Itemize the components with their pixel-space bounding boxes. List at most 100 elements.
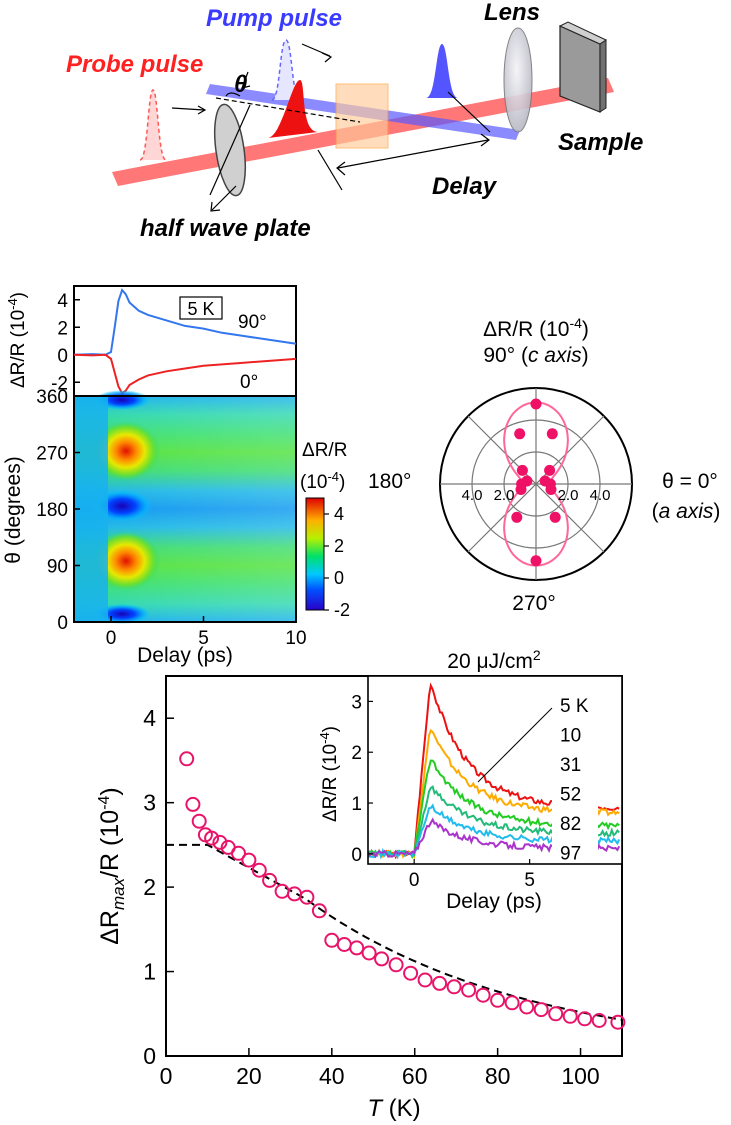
polar-r-tick-label: 4.0 (462, 487, 483, 504)
polar-label-right-1: θ = 0° (662, 470, 718, 493)
delay-crystal (335, 83, 389, 149)
setup-arrows (171, 43, 491, 212)
probe-pulse (268, 80, 318, 138)
polar-title: ΔR/R (10-4) (483, 315, 589, 341)
colorbar-label-2: (10-4) (300, 469, 345, 493)
inset-xlabel: Delay (ps) (446, 890, 542, 913)
probe-pulse-label: Probe pulse (66, 51, 203, 78)
temperature-point (251, 862, 267, 878)
temperature-point (324, 932, 340, 948)
polar-grid (439, 387, 633, 581)
polar-point (546, 428, 558, 440)
heatmap-ytick-label: 270 (36, 444, 68, 465)
temperature-point (610, 1014, 626, 1030)
temperature-ytick-label: 0 (143, 1043, 156, 1069)
pump-pulse-ghost (271, 39, 301, 101)
heatmap-xlabel: Delay (ps) (137, 644, 233, 667)
temperature-point (185, 796, 201, 812)
temperature-point (361, 945, 377, 961)
temperature-ytick-label: 2 (143, 874, 156, 900)
transients-panel: -2 0 2 4 5 K 90° 0° ΔR/R (10-4) (5, 285, 297, 397)
polar-label-bottom: 270° (512, 592, 555, 615)
heatmap-ytick-label: 360 (36, 387, 68, 408)
heatmap-xtick-label: 5 (198, 628, 209, 649)
polar-point (549, 511, 561, 523)
polar-point (516, 464, 528, 476)
inset-legend-entry: 82 (560, 814, 581, 835)
transients-ylabel: ΔR/R (10-4) (5, 292, 29, 388)
sample-side (599, 39, 607, 113)
heatmap-ytick-label: 90 (47, 557, 68, 578)
inset-ytick-label: 1 (351, 794, 362, 815)
inset-ytick-label: 2 (351, 743, 362, 764)
temperature-point (191, 813, 207, 829)
inset-xtick-label: 0 (409, 870, 420, 891)
inset-axes: 0 5 0 1 2 3 (351, 692, 535, 891)
colorbar-tick-label: 2 (334, 536, 344, 556)
temperature-point (461, 982, 477, 998)
temperature-point (311, 903, 327, 919)
inset-legend: 5 K 10 31 52 82 97 (560, 696, 589, 865)
temperature-points (179, 751, 626, 1030)
polar-point (530, 555, 542, 567)
transients-ytick-label: -2 (51, 373, 68, 394)
inset-legend-entry: 52 (560, 785, 581, 806)
polar-point (514, 428, 526, 440)
temperature-xtick-label: 100 (561, 1063, 599, 1089)
temperature-xtick-label: 20 (236, 1063, 262, 1089)
temperature-ytick-label: 1 (143, 959, 156, 985)
temperature-point (241, 852, 257, 868)
temp-box: 5 K (179, 296, 223, 320)
temperature-point (519, 999, 535, 1015)
temperature-point (475, 987, 491, 1003)
inset-title: 20 μJ/cm2 (447, 647, 541, 673)
probe-pulse-ghost (139, 89, 167, 161)
temperature-xtick-label: 60 (402, 1063, 428, 1089)
temp-box-label: 5 K (187, 299, 214, 319)
lens (503, 27, 533, 133)
temperature-point (262, 872, 278, 888)
temperature-point (548, 1006, 564, 1022)
pump-pulse-label: Pump pulse (206, 5, 342, 32)
polar-spoke (467, 415, 605, 553)
temperature-point (349, 940, 365, 956)
polar-points (511, 398, 561, 567)
inset-legend-entry: 10 (560, 726, 581, 747)
polar-r-tick-label: 2.0 (494, 487, 515, 504)
colorbar-label-1: ΔR/R (302, 440, 347, 461)
polar-point (521, 475, 533, 487)
heatmap-ylabel: θ (degrees) (2, 456, 25, 563)
transients-series (73, 288, 297, 395)
temperature-point (231, 845, 246, 861)
polar-r-tick-label: 2.0 (558, 487, 579, 504)
temperature-point (490, 992, 506, 1008)
inset-ytick-label: 3 (351, 692, 362, 713)
inset-legend-bg (552, 688, 598, 862)
temperature-xtick-label: 40 (319, 1063, 345, 1089)
polar-point (539, 475, 551, 487)
heatmap-ytick-label: 0 (57, 613, 68, 634)
heatmap-xtick-label: 0 (106, 628, 117, 649)
temperature-point (179, 751, 195, 767)
inset-xtick-label: 5 (524, 870, 535, 891)
theta-label: θ (234, 71, 247, 98)
transients-axes: -2 0 2 4 (51, 291, 80, 394)
temperature-xlabel: T (K) (367, 1095, 420, 1122)
heatmap-axes: 0 90 180 270 360 0 5 10 (36, 387, 306, 649)
temperature-point (446, 979, 462, 995)
temperature-xtick-label: 0 (160, 1063, 173, 1089)
waveplate-axis (209, 104, 251, 196)
colorbar-tick-label: 4 (334, 504, 344, 524)
polar-label-left: 180° (368, 470, 411, 493)
heatmap-hotspot-90 (92, 531, 160, 591)
inset-legend-pointer (477, 707, 553, 783)
heatmap-ytick-label: 180 (36, 500, 68, 521)
transients-ytick-label: 2 (57, 318, 68, 339)
temperature-point (403, 965, 419, 981)
temperature-point (562, 1008, 578, 1024)
temperature-point (212, 834, 228, 850)
temperature-point (374, 951, 390, 967)
temperature-xtick-label: 80 (485, 1063, 511, 1089)
